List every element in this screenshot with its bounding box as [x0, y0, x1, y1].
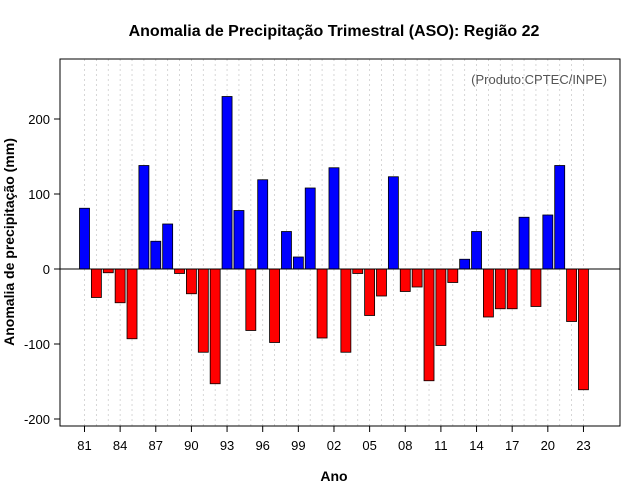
- y-tick-label: 100: [28, 187, 50, 202]
- bar-2012: [447, 268, 459, 283]
- x-axis: 81 84 87 90 93 96 99 02 05 08 11 14 17 20 23: [77, 426, 591, 453]
- bar-2003: [340, 268, 352, 353]
- grid-lines: [84, 59, 584, 426]
- y-axis: -200 -100 0 100 200: [24, 112, 60, 427]
- bar-2018: [518, 216, 530, 270]
- y-tick-label: -200: [24, 412, 50, 427]
- bar-2014: [471, 231, 482, 270]
- bar-1997: [269, 268, 280, 343]
- bar-1999: [292, 256, 304, 270]
- bar-2001: [316, 268, 328, 339]
- bar-2016: [494, 268, 506, 310]
- x-tick-label: 84: [113, 438, 127, 453]
- x-tick-label: 87: [149, 438, 163, 453]
- bar-1996: [257, 179, 269, 270]
- x-tick-label: 81: [77, 438, 91, 453]
- bar-1984: [114, 268, 126, 304]
- bar-1985: [126, 268, 138, 340]
- bar-2011: [435, 268, 447, 346]
- x-axis-label: Ano: [320, 468, 347, 484]
- y-tick-label: -100: [24, 337, 50, 352]
- source-annotation: (Produto:CPTEC/INPE): [471, 72, 607, 87]
- bar-2005: [364, 268, 376, 316]
- bar-2013: [459, 258, 471, 270]
- x-tick-label: 02: [327, 438, 341, 453]
- bar-2006: [376, 268, 387, 297]
- x-tick-label: 11: [434, 438, 448, 453]
- bar-2022: [566, 268, 577, 322]
- bar-1983: [102, 268, 114, 274]
- x-tick-label: 93: [220, 438, 234, 453]
- bar-2009: [411, 268, 423, 288]
- plot-frame: [59, 58, 621, 427]
- chart-title: Anomalia de Precipitação Trimestral (ASO…: [129, 23, 540, 40]
- x-tick-label: 14: [469, 438, 483, 453]
- bar-2007: [387, 176, 399, 270]
- bar-1990: [186, 268, 197, 295]
- x-tick-label: 90: [184, 438, 198, 453]
- x-tick-label: 05: [362, 438, 376, 453]
- bar-1993: [221, 96, 233, 270]
- bar-1998: [281, 231, 292, 270]
- bar-1982: [90, 268, 102, 298]
- bar-2023: [578, 268, 589, 391]
- bar-1995: [245, 268, 257, 331]
- x-tick-label: 99: [291, 438, 305, 453]
- x-tick-label: 96: [255, 438, 269, 453]
- bar-2000: [304, 187, 316, 270]
- bar-2015: [483, 268, 494, 318]
- bar-2020: [542, 214, 554, 270]
- x-tick-label: 17: [505, 438, 519, 453]
- x-tick-label: 23: [576, 438, 590, 453]
- bar-2017: [506, 268, 518, 310]
- bar-2019: [530, 268, 542, 307]
- x-tick-label: 08: [398, 438, 412, 453]
- bar-1994: [233, 210, 245, 270]
- bar-2008: [399, 268, 411, 292]
- bar-2021: [554, 165, 566, 270]
- bar-2002: [328, 167, 340, 270]
- x-tick-label: 20: [541, 438, 555, 453]
- bar-1988: [162, 223, 174, 270]
- bar-1987: [150, 240, 162, 270]
- bar-1981: [79, 207, 90, 270]
- y-tick-label: 0: [43, 262, 50, 277]
- bar-2010: [423, 268, 435, 382]
- bar-1992: [209, 268, 221, 385]
- bar-1986: [138, 165, 150, 270]
- bar-1989: [174, 268, 185, 274]
- bar-1991: [197, 268, 209, 353]
- y-tick-label: 200: [28, 112, 50, 127]
- y-axis-label: Anomalia de precipitação (mm): [1, 138, 17, 346]
- bar-2004: [352, 268, 364, 274]
- bars: [79, 96, 589, 391]
